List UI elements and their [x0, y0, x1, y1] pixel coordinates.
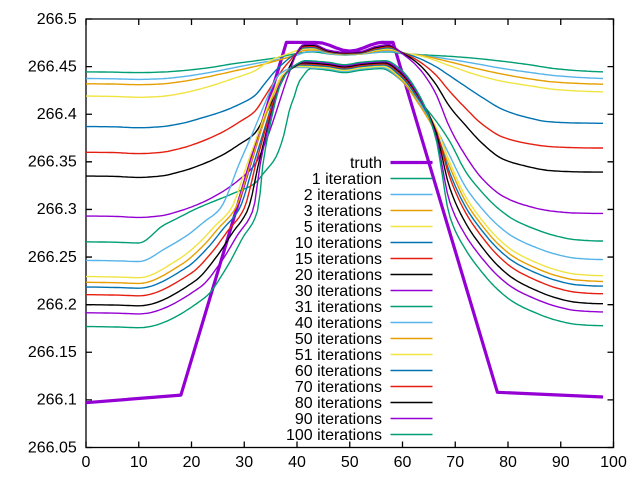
svg-text:266.35: 266.35	[28, 154, 77, 171]
svg-text:50 iterations: 50 iterations	[295, 331, 382, 348]
svg-text:90: 90	[552, 454, 570, 471]
svg-text:60 iterations: 60 iterations	[295, 363, 382, 380]
svg-text:266.45: 266.45	[28, 58, 77, 75]
svg-text:20: 20	[183, 454, 201, 471]
svg-text:70: 70	[446, 454, 464, 471]
svg-text:5 iterations: 5 iterations	[304, 219, 382, 236]
svg-text:266.25: 266.25	[28, 249, 77, 266]
svg-text:70 iterations: 70 iterations	[295, 379, 382, 396]
svg-text:30 iterations: 30 iterations	[295, 283, 382, 300]
svg-text:3 iterations: 3 iterations	[304, 203, 382, 220]
svg-text:90 iterations: 90 iterations	[295, 411, 382, 428]
svg-text:40 iterations: 40 iterations	[295, 315, 382, 332]
svg-text:266.15: 266.15	[28, 344, 77, 361]
svg-text:100 iterations: 100 iterations	[286, 427, 382, 444]
svg-text:60: 60	[394, 454, 412, 471]
svg-text:80: 80	[499, 454, 517, 471]
svg-text:10 iterations: 10 iterations	[295, 235, 382, 252]
svg-text:80 iterations: 80 iterations	[295, 395, 382, 412]
svg-text:100: 100	[600, 454, 627, 471]
svg-text:266.4: 266.4	[37, 106, 77, 123]
svg-text:20 iterations: 20 iterations	[295, 267, 382, 284]
svg-text:10: 10	[130, 454, 148, 471]
svg-text:truth: truth	[350, 155, 382, 172]
svg-text:15 iterations: 15 iterations	[295, 251, 382, 268]
svg-text:266.05: 266.05	[28, 439, 77, 456]
svg-text:1 iteration: 1 iteration	[312, 171, 382, 188]
svg-text:31 iterations: 31 iterations	[295, 299, 382, 316]
svg-text:266.1: 266.1	[37, 392, 77, 409]
svg-text:51 iterations: 51 iterations	[295, 347, 382, 364]
svg-text:0: 0	[82, 454, 91, 471]
svg-text:266.2: 266.2	[37, 297, 77, 314]
svg-text:50: 50	[341, 454, 359, 471]
svg-text:2 iterations: 2 iterations	[304, 187, 382, 204]
svg-text:266.5: 266.5	[37, 11, 77, 28]
svg-text:30: 30	[235, 454, 253, 471]
svg-text:40: 40	[288, 454, 306, 471]
svg-text:266.3: 266.3	[37, 201, 77, 218]
